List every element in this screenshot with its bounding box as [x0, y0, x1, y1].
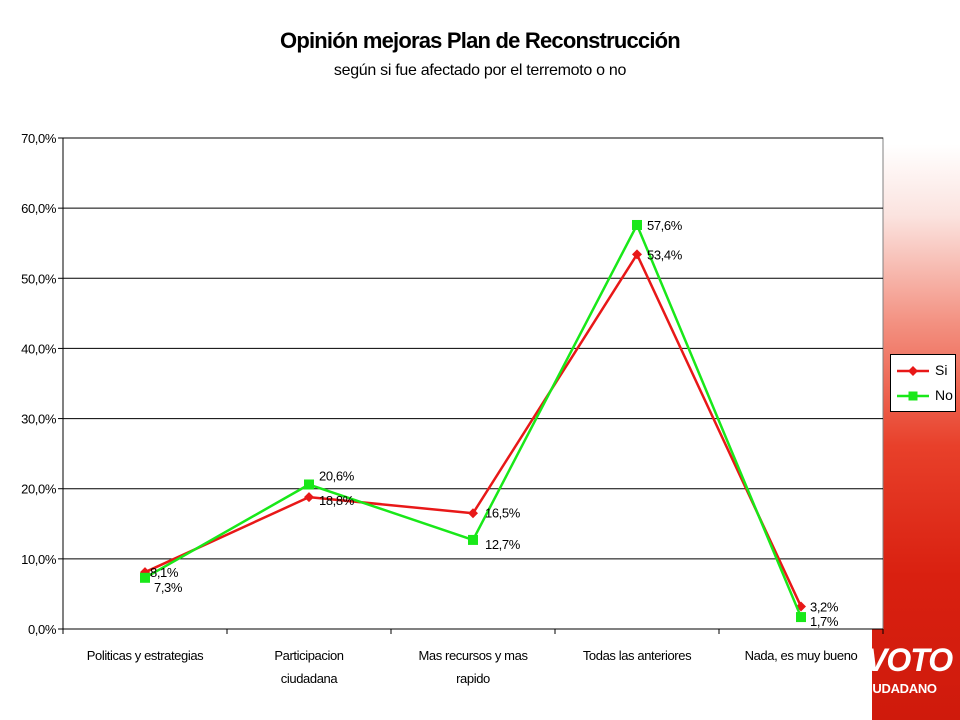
legend-item-si: Si — [895, 362, 953, 380]
data-label-si: 3,2% — [810, 600, 839, 615]
y-tick-label: 30,0% — [21, 412, 57, 427]
data-point-no — [468, 534, 478, 545]
logo-sub-text: CIUDADANO — [860, 681, 937, 696]
voto-ciudadano-logo: VOTO CIUDADANO — [856, 642, 956, 704]
logo-main-text: VOTO — [866, 642, 953, 678]
data-label-no: 12,7% — [485, 537, 521, 552]
data-label-si: 8,1% — [150, 565, 179, 580]
data-point-si — [632, 249, 642, 260]
x-tick-label: Participacion ciudadana — [274, 648, 343, 686]
data-label-no: 20,6% — [319, 469, 355, 484]
y-tick-label: 50,0% — [21, 271, 57, 286]
data-point-si — [304, 492, 314, 503]
data-label-si: 18,8% — [319, 493, 355, 508]
legend-label-si: Si — [935, 362, 948, 378]
data-label-si: 53,4% — [647, 247, 683, 262]
legend: Si No — [890, 354, 956, 412]
chart-title: Opinión mejoras Plan de Reconstrucción — [280, 28, 681, 53]
legend-label-no: No — [935, 387, 953, 403]
data-label-no: 7,3% — [154, 580, 183, 595]
x-tick-label: Todas las anteriores — [583, 648, 692, 663]
data-label-si: 16,5% — [485, 505, 521, 520]
y-tick-label: 60,0% — [21, 201, 57, 216]
data-point-no — [632, 219, 642, 230]
y-tick-label: 20,0% — [21, 482, 57, 497]
y-tick-label: 70,0% — [21, 131, 57, 146]
x-axis: Politicas y estrategias Participacion ciud… — [62, 628, 884, 686]
chart-subtitle: según si fue afectado por el terremoto o… — [333, 62, 627, 79]
data-point-no — [140, 572, 150, 583]
series-group: 8,1% 18,8% 16,5% 53,4% 3,2% 7,3% 20,6% 12,7% 57,… — [140, 218, 839, 629]
legend-swatch-no — [897, 391, 929, 401]
y-tick-label: 10,0% — [21, 552, 57, 567]
y-axis: 0,0% 10,0% 20,0% 30,0% 40,0% 50,0% 60,0% 70,0% — [21, 131, 64, 637]
legend-item-no: No — [895, 387, 953, 405]
y-tick-label: 40,0% — [21, 341, 57, 356]
x-tick-label: Politicas y estrategias — [87, 648, 204, 663]
data-label-no: 1,7% — [810, 614, 839, 629]
x-tick-label: Mas recursos y mas rapido — [418, 648, 528, 686]
data-label-no: 57,6% — [647, 218, 683, 233]
data-point-no — [796, 612, 806, 623]
legend-swatch-si — [897, 366, 929, 376]
y-tick-label: 0,0% — [28, 622, 57, 637]
data-point-no — [304, 479, 314, 490]
x-tick-label: Nada, es muy bueno — [745, 648, 858, 663]
data-point-si — [468, 508, 478, 519]
